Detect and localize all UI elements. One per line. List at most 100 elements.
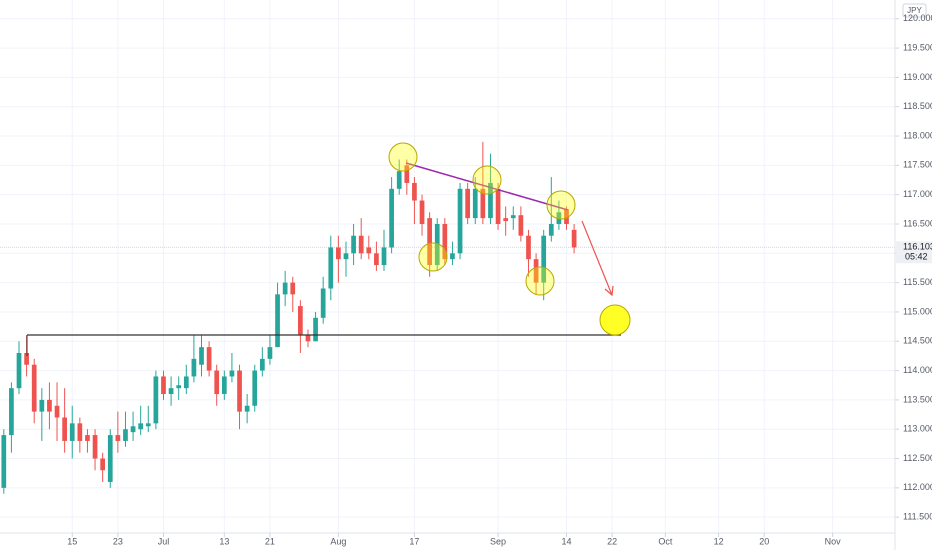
last-price-label: 116.103 [903,242,932,252]
candle-body [320,288,326,318]
candle-body [457,188,463,254]
candle-body [419,200,425,224]
candle-body [168,388,174,395]
x-tick-label: 14 [561,536,571,546]
arrow-line [581,220,613,296]
x-tick-label: 21 [265,536,275,546]
candle-body [503,218,509,222]
candle-body [510,215,516,219]
candle-body [62,417,67,441]
x-tick-label: 13 [219,536,229,546]
candle-body [221,376,227,395]
candle-body [381,247,387,266]
candle-body [214,370,220,395]
highlight-circle [472,165,502,195]
candle-body [199,347,204,365]
candle-body [176,385,182,389]
candle-body [358,235,364,254]
candle-body [237,370,242,412]
candle-body [77,423,83,441]
highlight-circle [418,242,448,272]
candle-body [275,294,280,348]
currency-label: JPY [907,6,922,15]
x-tick-label: 23 [113,536,123,546]
candle-body [556,212,562,224]
candle-body [450,253,455,260]
candle-body [1,435,7,488]
candle-body [434,223,440,266]
currency-box [902,3,927,18]
y-tick-label: 120.000 [903,13,932,23]
y-tick-label: 119.500 [903,42,932,52]
y-tick-label: 114.500 [903,336,932,346]
y-tick-label: 113.500 [903,394,932,404]
arrow-head [604,285,614,297]
x-tick-label: 17 [409,536,419,546]
candle-body [343,253,349,260]
candle-body [123,429,128,441]
y-tick-label: 115.000 [903,306,932,316]
candle-body [389,188,394,248]
candle-body [85,435,90,441]
y-tick-label: 113.000 [903,424,932,434]
candle-body [252,370,258,406]
candle-body [427,218,432,266]
candle-body [480,188,486,219]
candle-body [206,347,212,371]
candle-body [526,235,531,260]
x-tick-label: 20 [759,536,769,546]
candle-body [472,188,478,219]
candle-body [267,347,273,359]
candle-body [47,399,52,412]
candle-body [533,259,539,283]
candle-body [92,435,98,459]
grid [0,0,895,533]
countdown-label: 05:42 [905,252,928,262]
candle-body [336,247,341,260]
candle-body [374,253,379,266]
candle-body [298,306,303,336]
trend-line [405,162,569,211]
candle-body [191,358,197,377]
y-tick-label: 118.500 [903,101,932,111]
candle-body [290,282,296,295]
candle-body [161,376,166,395]
candle-body [153,376,159,424]
drawings [26,142,631,356]
y-tick-label: 115.500 [903,277,932,287]
x-tick-label: Aug [330,536,346,546]
x-tick-label: Jul [158,536,170,546]
candle-body [107,435,113,482]
target-circle [599,304,631,336]
candles [1,141,577,494]
candle-body [495,188,501,224]
candle-body [16,352,22,389]
x-tick-label: Sep [490,536,506,546]
candle-body [259,358,265,371]
candle-body [183,376,189,389]
y-tick-label: 119.000 [903,72,932,82]
candle-body [518,215,524,236]
y-tick-label: 114.000 [903,365,932,375]
y-tick-label: 116.500 [903,218,932,228]
candle-body [305,335,311,342]
y-tick-label: 118.000 [903,130,932,140]
highlight-circle [525,266,555,296]
x-tick-label: Nov [825,536,842,546]
candle-body [351,235,356,254]
candle-body [313,317,318,342]
candle-body [282,282,288,295]
y-tick-label: 112.500 [903,453,932,463]
candle-body [130,426,136,433]
candle-body [244,405,250,412]
axes: 111.500 112.000 112.500 113.000 113.500 114.0… [67,13,932,546]
x-tick-label: 12 [714,536,724,546]
highlight-circle [388,142,418,172]
y-tick-label: 112.000 [903,482,932,492]
candle-body [145,423,151,427]
candle-body [366,247,372,254]
candle-body [541,235,547,283]
candle-body [229,370,235,377]
candle-body [69,423,75,441]
